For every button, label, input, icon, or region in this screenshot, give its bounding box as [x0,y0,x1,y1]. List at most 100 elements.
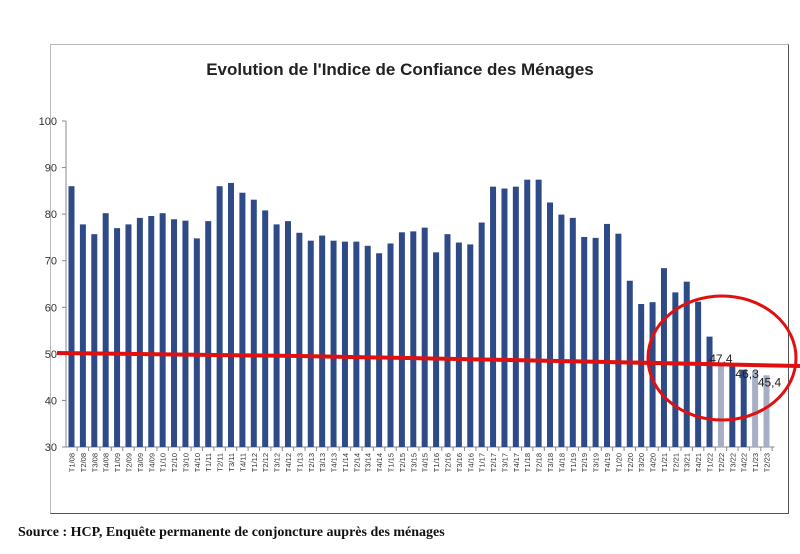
bar-T1-10 [159,213,166,447]
x-tick-label: T1/21 [660,453,669,472]
x-tick-label: T2/14 [352,453,361,472]
x-tick-label: T1/20 [614,453,623,472]
bar-T3-16 [455,242,462,447]
bar-T2-08 [79,224,86,447]
bar-T3-18 [547,202,554,447]
x-tick-label: T2/19 [580,453,589,472]
x-tick-label: T4/09 [147,453,156,472]
x-tick-label: T1/17 [478,453,487,472]
y-tick-label: 90 [45,163,57,175]
bar-T1-18 [524,179,531,447]
x-tick-label: T3/14 [364,453,373,472]
x-tick-label: T2/08 [79,453,88,472]
bar-T2-18 [535,179,542,447]
x-tick-label: T2/22 [717,453,726,472]
bar-T1-16 [433,252,440,447]
y-tick-label: 70 [45,256,57,268]
x-tick-label: T1/14 [341,453,350,472]
x-tick-label: T3/10 [181,453,190,472]
x-tick-label: T3/21 [683,453,692,472]
bar-T1-08 [68,186,75,447]
bar-T2-16 [444,234,451,447]
x-tick-label: T4/10 [193,453,202,472]
bar-T3-19 [592,237,599,447]
x-tick-label: T2/20 [626,453,635,472]
x-tick-label: T3/19 [592,453,601,472]
x-tick-label: T4/11 [238,453,247,472]
x-tick-label: T1/09 [113,453,122,472]
bar-T2-13 [307,240,314,447]
bar-T3-13 [319,235,326,447]
x-tick-label: T2/10 [170,453,179,472]
x-tick-label: T4/16 [466,453,475,472]
bar-T4-19 [603,223,610,447]
x-tick-label: T4/18 [557,453,566,472]
bar-T2-10 [171,219,178,447]
x-tick-label: T2/18 [535,453,544,472]
bar-T3-15 [410,231,417,447]
x-tick-label: T3/08 [90,453,99,472]
bar-T2-15 [398,232,405,447]
bar-T3-09 [136,217,143,447]
bar-T3-11 [228,182,235,447]
x-tick-label: T2/15 [398,453,407,472]
bar-T1-09 [114,228,121,447]
bar-T4-20 [649,302,656,447]
y-tick-label: 50 [45,349,57,361]
bar-T1-23 [752,371,759,447]
x-tick-label: T3/22 [728,453,737,472]
bar-T4-15 [421,227,428,447]
x-tick-label: T4/14 [375,453,384,472]
bar-T1-11 [205,221,212,447]
x-tick-label: T3/13 [318,453,327,472]
x-tick-label: T2/23 [763,453,772,472]
x-tick-label: T4/22 [740,453,749,472]
x-tick-label: T1/13 [295,453,304,472]
x-tick-label: T2/12 [261,453,270,472]
bar-T4-22 [740,369,747,447]
bar-T1-15 [387,243,394,447]
x-tick-label: T2/16 [443,453,452,472]
bar-T2-14 [353,241,360,447]
bar-T2-11 [216,186,223,447]
bar-T4-16 [467,244,474,447]
bar-T3-17 [501,188,508,447]
chart-frame [50,44,789,514]
chart-title: Evolution de l'Indice de Confiance des M… [206,60,594,79]
bar-T3-22 [729,365,736,447]
x-tick-label: T3/15 [409,453,418,472]
bar-T3-14 [364,245,371,447]
y-tick-label: 30 [45,442,57,454]
bar-T1-22 [706,336,713,447]
bar-T4-11 [239,192,246,447]
x-tick-label: T1/11 [204,453,213,472]
bar-T4-12 [284,221,291,447]
y-tick-label: 100 [39,116,57,128]
bar-T3-12 [273,224,280,447]
bar-T2-09 [125,224,132,447]
source-note: Source : HCP, Enquête permanente de conj… [18,525,445,540]
x-tick-label: T3/20 [637,453,646,472]
x-tick-label: T2/11 [216,453,225,472]
x-tick-label: T4/08 [102,453,111,472]
x-tick-label: T2/09 [124,453,133,472]
bar-T4-13 [330,240,337,447]
bar-T4-14 [376,253,383,447]
bar-T4-18 [558,214,565,447]
x-tick-label: T3/16 [455,453,464,472]
bar-T4-09 [148,216,155,447]
x-tick-label: T1/19 [569,453,578,472]
x-tick-label: T2/17 [489,453,498,472]
bar-T3-10 [182,220,189,447]
data-label: 46,3 [735,367,759,381]
bar-T1-12 [250,199,257,447]
bar-T1-17 [478,222,485,447]
bar-T2-21 [672,292,679,447]
x-tick-label: T3/17 [500,453,509,472]
red-annotation-line [56,351,800,368]
x-tick-label: T1/23 [751,453,760,472]
bar-T2-22 [717,365,724,447]
x-tick-label: T4/20 [649,453,658,472]
bar-T2-23 [763,375,770,447]
